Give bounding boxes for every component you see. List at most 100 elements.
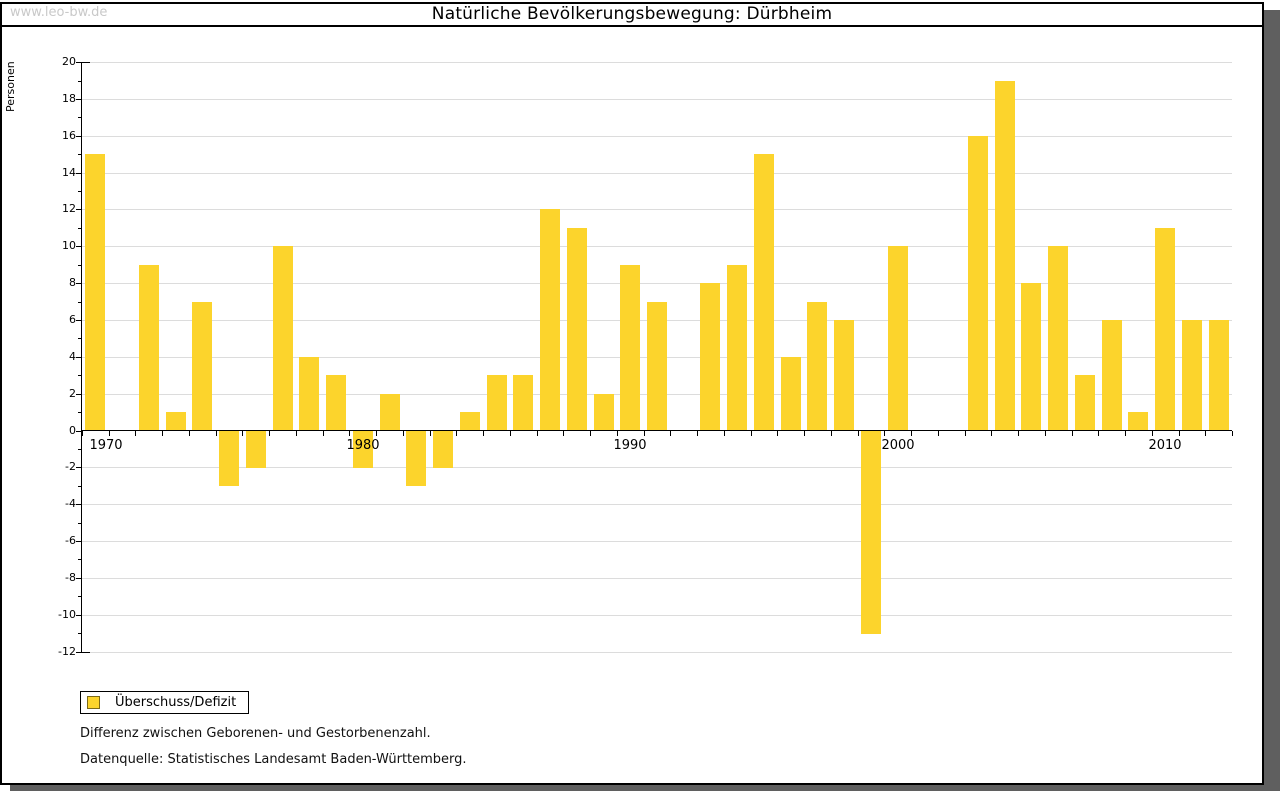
y-minor-tick--1 bbox=[78, 449, 82, 450]
bar-1987 bbox=[540, 209, 560, 430]
bar-1976 bbox=[246, 431, 266, 468]
bar-2000 bbox=[888, 246, 908, 430]
bar-1974 bbox=[192, 302, 212, 431]
x-tick-20 bbox=[617, 431, 618, 436]
y-minor-tick--9 bbox=[78, 596, 82, 597]
legend: Überschuss/Defizit bbox=[80, 691, 249, 714]
x-tick-30 bbox=[884, 431, 885, 436]
x-tick-15 bbox=[483, 431, 484, 436]
window-border-right bbox=[1262, 2, 1264, 785]
x-tick-17 bbox=[537, 431, 538, 436]
bar-1989 bbox=[594, 394, 614, 431]
x-tick-23 bbox=[697, 431, 698, 436]
y-tick-16 bbox=[76, 136, 82, 137]
x-tick-7 bbox=[269, 431, 270, 436]
y-tick-8 bbox=[76, 283, 82, 284]
x-tick-13 bbox=[430, 431, 431, 436]
y-tick-label-2: 2 bbox=[69, 387, 76, 400]
footnote-source: Datenquelle: Statistisches Landesamt Bad… bbox=[80, 752, 467, 767]
bar-2008 bbox=[1102, 320, 1122, 431]
bar-2006 bbox=[1048, 246, 1068, 430]
bar-1994 bbox=[727, 265, 747, 431]
bar-1981 bbox=[380, 394, 400, 431]
y-tick-label-10: 10 bbox=[62, 239, 76, 252]
y-tick--6 bbox=[76, 541, 82, 542]
y-tick-label--6: -6 bbox=[65, 534, 76, 547]
bar-1972 bbox=[139, 265, 159, 431]
gridline-14 bbox=[82, 173, 1232, 174]
gridline-20 bbox=[82, 62, 1232, 63]
bar-1980 bbox=[353, 431, 373, 468]
y-tick-4 bbox=[76, 357, 82, 358]
x-tick-34 bbox=[991, 431, 992, 436]
footnote-definition: Differenz zwischen Geborenen- und Gestor… bbox=[80, 726, 431, 741]
bar-1988 bbox=[567, 228, 587, 431]
gridline--2 bbox=[82, 467, 1232, 468]
y-tick--4 bbox=[76, 504, 82, 505]
y-tick-label--4: -4 bbox=[65, 497, 76, 510]
legend-label: Überschuss/Defizit bbox=[115, 695, 237, 710]
bar-1970 bbox=[85, 154, 105, 430]
x-tick-38 bbox=[1098, 431, 1099, 436]
y-tick-label-6: 6 bbox=[69, 313, 76, 326]
x-tick-14 bbox=[456, 431, 457, 436]
bar-1986 bbox=[513, 375, 533, 430]
bar-1977 bbox=[273, 246, 293, 430]
gridline-18 bbox=[82, 99, 1232, 100]
bar-2009 bbox=[1128, 412, 1148, 430]
x-tick-2 bbox=[135, 431, 136, 436]
bar-1998 bbox=[834, 320, 854, 431]
y-axis-bottom-cap bbox=[82, 652, 90, 653]
x-tick-32 bbox=[938, 431, 939, 436]
window-border-top bbox=[0, 2, 1264, 4]
x-tick-27 bbox=[804, 431, 805, 436]
bar-1982 bbox=[406, 431, 426, 486]
x-tick-25 bbox=[751, 431, 752, 436]
gridline-10 bbox=[82, 246, 1232, 247]
x-tick-22 bbox=[670, 431, 671, 436]
x-tick-18 bbox=[563, 431, 564, 436]
x-tick-9 bbox=[323, 431, 324, 436]
window-border-left bbox=[0, 2, 2, 785]
x-tick-24 bbox=[724, 431, 725, 436]
x-tick-26 bbox=[777, 431, 778, 436]
gridline-8 bbox=[82, 283, 1232, 284]
window-shadow-right bbox=[1264, 10, 1280, 791]
bar-2005 bbox=[1021, 283, 1041, 430]
y-tick-label-18: 18 bbox=[62, 92, 76, 105]
window-shadow-bottom bbox=[10, 785, 1280, 791]
y-tick-label-4: 4 bbox=[69, 350, 76, 363]
x-tick-0 bbox=[82, 431, 83, 436]
chart-title: Natürliche Bevölkerungsbewegung: Dürbhei… bbox=[431, 4, 833, 24]
window-border-bottom bbox=[0, 783, 1264, 785]
y-tick-12 bbox=[76, 209, 82, 210]
y-minor-tick--5 bbox=[78, 523, 82, 524]
x-tick-33 bbox=[965, 431, 966, 436]
x-tick-16 bbox=[510, 431, 511, 436]
y-minor-tick-13 bbox=[78, 191, 82, 192]
x-tick-label-1990: 1990 bbox=[613, 438, 647, 453]
bar-2004 bbox=[995, 81, 1015, 431]
bar-1978 bbox=[299, 357, 319, 431]
gridline--4 bbox=[82, 504, 1232, 505]
x-tick-19 bbox=[590, 431, 591, 436]
x-tick-42 bbox=[1205, 431, 1206, 436]
bar-1991 bbox=[647, 302, 667, 431]
x-tick-39 bbox=[1125, 431, 1126, 436]
bar-1984 bbox=[460, 412, 480, 430]
bar-1985 bbox=[487, 375, 507, 430]
bar-1993 bbox=[700, 283, 720, 430]
x-tick-6 bbox=[242, 431, 243, 436]
x-tick-label-2000: 2000 bbox=[881, 438, 915, 453]
x-tick-36 bbox=[1045, 431, 1046, 436]
x-tick-28 bbox=[831, 431, 832, 436]
x-tick-40 bbox=[1152, 431, 1153, 436]
y-tick-10 bbox=[76, 246, 82, 247]
y-tick-label-8: 8 bbox=[69, 276, 76, 289]
y-tick-label--12: -12 bbox=[58, 645, 76, 658]
bar-1990 bbox=[620, 265, 640, 431]
y-tick-14 bbox=[76, 173, 82, 174]
x-tick-35 bbox=[1018, 431, 1019, 436]
y-minor-tick-11 bbox=[78, 228, 82, 229]
